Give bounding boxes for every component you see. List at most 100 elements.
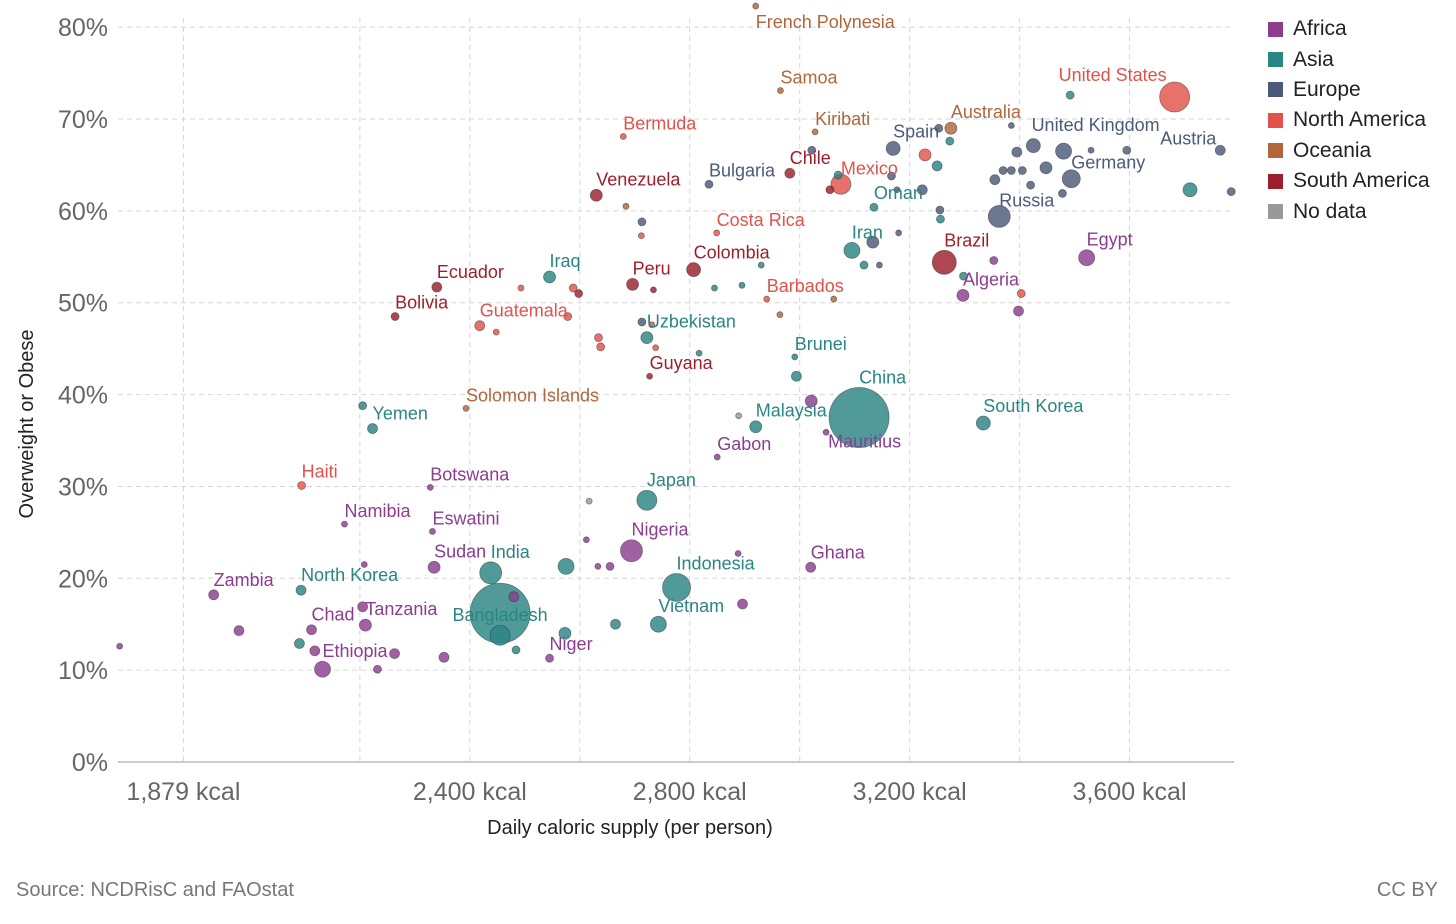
data-point[interactable]	[557, 557, 575, 575]
data-point[interactable]	[360, 561, 368, 568]
data-point[interactable]	[637, 217, 647, 227]
data-point-venezuela[interactable]	[589, 188, 603, 202]
data-point[interactable]	[893, 186, 901, 194]
data-point[interactable]	[574, 289, 584, 298]
data-point-brunei[interactable]	[791, 353, 799, 361]
data-point[interactable]	[568, 283, 578, 293]
data-point[interactable]	[438, 651, 450, 663]
data-point-iraq[interactable]	[543, 270, 556, 284]
data-point[interactable]	[582, 536, 590, 544]
data-point[interactable]	[757, 261, 765, 269]
data-point[interactable]	[859, 260, 869, 270]
data-point[interactable]	[357, 601, 369, 613]
data-point[interactable]	[116, 642, 124, 650]
data-point-sudan[interactable]	[427, 560, 441, 574]
data-point-australia[interactable]	[944, 121, 958, 135]
data-point-germany[interactable]	[1061, 169, 1081, 189]
data-point-mauritius[interactable]	[822, 428, 830, 436]
data-point[interactable]	[492, 328, 500, 336]
data-point[interactable]	[637, 317, 647, 327]
data-point[interactable]	[998, 166, 1008, 175]
data-point[interactable]	[1182, 182, 1198, 198]
data-point[interactable]	[1007, 122, 1015, 129]
data-point[interactable]	[935, 205, 945, 215]
data-point-eswatini[interactable]	[429, 528, 436, 535]
data-point[interactable]	[931, 160, 943, 172]
data-point[interactable]	[738, 281, 746, 289]
data-point[interactable]	[637, 232, 645, 240]
legend-item-africa[interactable]: Africa	[1268, 14, 1430, 44]
data-point[interactable]	[989, 256, 999, 265]
data-point-bermuda[interactable]	[619, 133, 627, 140]
data-point[interactable]	[989, 174, 1001, 186]
data-point[interactable]	[776, 311, 784, 319]
data-point-bolivia[interactable]	[390, 312, 400, 321]
data-point[interactable]	[936, 214, 945, 224]
data-point[interactable]	[916, 184, 928, 196]
data-point-guatemala[interactable]	[474, 320, 486, 332]
data-point-austria[interactable]	[1214, 144, 1226, 156]
data-point[interactable]	[650, 286, 657, 294]
data-point-kiribati[interactable]	[811, 128, 819, 136]
data-point[interactable]	[895, 229, 903, 237]
data-point-samoa[interactable]	[777, 87, 784, 94]
data-point[interactable]	[934, 123, 944, 133]
data-point[interactable]	[511, 645, 521, 655]
data-point-tanzania[interactable]	[358, 618, 372, 632]
data-point-ethiopia[interactable]	[314, 660, 331, 678]
data-point-south-korea[interactable]	[975, 415, 991, 431]
data-point-costa-rica[interactable]	[713, 229, 721, 237]
data-point-yemen[interactable]	[367, 423, 378, 434]
legend-item-europe[interactable]: Europe	[1268, 75, 1430, 105]
data-point-malaysia[interactable]	[749, 420, 763, 434]
data-point[interactable]	[1122, 145, 1132, 155]
data-point[interactable]	[1011, 146, 1023, 158]
data-point[interactable]	[1017, 166, 1027, 175]
data-point[interactable]	[695, 349, 703, 357]
data-point-botswana[interactable]	[426, 483, 434, 491]
data-point[interactable]	[1058, 189, 1067, 198]
data-point[interactable]	[711, 284, 718, 292]
data-point[interactable]	[735, 412, 743, 420]
data-point-iran[interactable]	[843, 241, 861, 259]
data-point[interactable]	[1013, 305, 1024, 317]
data-point[interactable]	[596, 342, 606, 352]
data-point[interactable]	[887, 171, 896, 181]
data-point[interactable]	[833, 170, 843, 180]
data-point-ghana[interactable]	[805, 561, 817, 573]
data-point-zambia[interactable]	[208, 589, 220, 601]
data-point[interactable]	[594, 333, 603, 343]
data-point[interactable]	[790, 370, 802, 382]
data-point[interactable]	[610, 618, 621, 630]
data-point[interactable]	[830, 295, 838, 303]
data-point[interactable]	[918, 148, 932, 162]
data-point[interactable]	[594, 562, 602, 570]
data-point-niger[interactable]	[545, 653, 554, 663]
data-point[interactable]	[945, 136, 955, 146]
data-point[interactable]	[294, 638, 305, 649]
data-point[interactable]	[373, 664, 382, 674]
data-point[interactable]	[489, 624, 511, 646]
legend-item-oceania[interactable]: Oceania	[1268, 136, 1430, 166]
data-point-guyana[interactable]	[646, 372, 654, 380]
data-point[interactable]	[1016, 289, 1026, 298]
data-point[interactable]	[1006, 166, 1016, 175]
data-point-chad[interactable]	[306, 624, 317, 636]
data-point-peru[interactable]	[626, 277, 639, 291]
data-point-japan[interactable]	[636, 489, 658, 511]
data-point[interactable]	[1026, 180, 1035, 190]
data-point-chile[interactable]	[784, 167, 796, 179]
data-point[interactable]	[1065, 90, 1075, 100]
data-point[interactable]	[1226, 187, 1236, 197]
data-point[interactable]	[807, 145, 817, 155]
data-point[interactable]	[1025, 138, 1041, 154]
data-point-vietnam[interactable]	[650, 615, 667, 633]
data-point[interactable]	[959, 271, 968, 281]
data-point-bulgaria[interactable]	[704, 179, 714, 189]
data-point[interactable]	[1087, 146, 1095, 154]
data-point[interactable]	[309, 645, 321, 657]
data-point-oman[interactable]	[869, 202, 879, 212]
data-point-namibia[interactable]	[341, 520, 348, 528]
data-point-ecuador[interactable]	[431, 281, 443, 293]
data-point[interactable]	[358, 401, 368, 411]
